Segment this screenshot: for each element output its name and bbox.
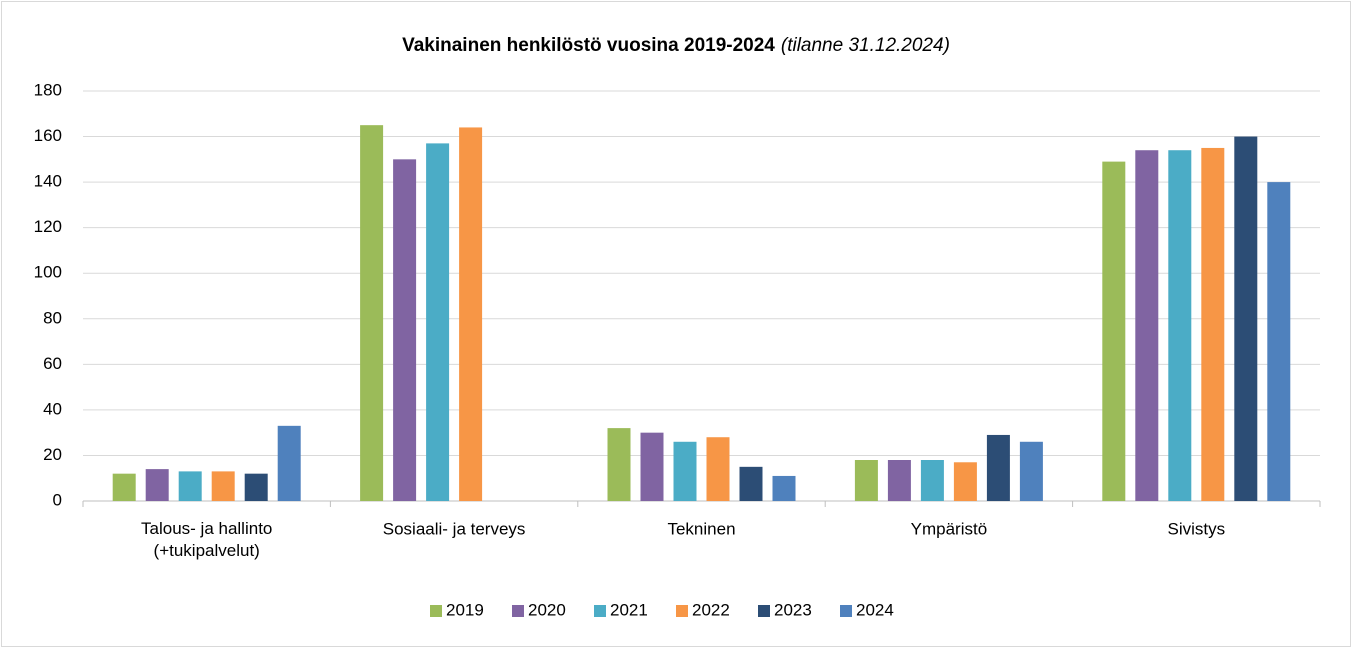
bar — [986, 434, 1010, 501]
bar — [393, 159, 417, 502]
legend-label: 2021 — [610, 600, 648, 619]
legend-swatch — [840, 605, 852, 617]
bar — [1267, 182, 1291, 501]
x-tick-label: Sosiaali- ja terveys — [383, 519, 526, 538]
bar — [739, 466, 763, 501]
bar — [178, 471, 202, 501]
y-tick-label: 180 — [34, 80, 62, 99]
legend-swatch — [594, 605, 606, 617]
y-tick-label: 80 — [43, 308, 62, 327]
bar — [772, 475, 796, 501]
y-tick-label: 40 — [43, 399, 62, 418]
bar — [887, 460, 911, 501]
bar — [1019, 441, 1043, 501]
bar — [607, 428, 631, 501]
bar — [145, 469, 169, 501]
x-tick-label: Ympäristö — [911, 519, 988, 538]
bar — [211, 471, 235, 501]
bar — [920, 460, 944, 501]
legend-swatch — [430, 605, 442, 617]
bar — [854, 460, 878, 501]
bar — [1168, 150, 1192, 501]
bar — [1201, 147, 1225, 501]
bar — [426, 143, 450, 501]
legend-swatch — [512, 605, 524, 617]
subtitle: (tilanne 31.12.2024) — [781, 35, 950, 56]
legend-swatch — [758, 605, 770, 617]
bar — [244, 473, 268, 501]
legend-label: 2023 — [774, 600, 812, 619]
y-tick-label: 120 — [34, 217, 62, 236]
x-tick-label: Tekninen — [667, 519, 735, 538]
bar — [1102, 161, 1126, 501]
chart-title: Vakinainen henkilöstö vuosina 2019-2024 (… — [402, 35, 950, 56]
y-tick-label: 60 — [43, 354, 62, 373]
bar — [459, 127, 483, 501]
bar — [1135, 150, 1159, 501]
bar — [673, 441, 697, 501]
bar — [360, 125, 384, 502]
bar — [277, 425, 301, 501]
bar — [953, 462, 977, 501]
x-tick-label: Sivistys — [1167, 519, 1225, 538]
legend-label: 2020 — [528, 600, 566, 619]
y-tick-label: 20 — [43, 445, 62, 464]
x-tick-label: Talous- ja hallinto (+tukipalvelut) — [141, 519, 272, 560]
legend-swatch — [676, 605, 688, 617]
bar — [706, 437, 730, 501]
bar — [1234, 136, 1258, 502]
y-tick-label: 0 — [53, 490, 62, 509]
y-tick-label: 100 — [34, 263, 62, 282]
legend-label: 2024 — [856, 600, 894, 619]
y-tick-label: 160 — [34, 126, 62, 145]
bar — [640, 432, 664, 501]
title: Vakinainen henkilöstö vuosina 2019-2024 — [402, 35, 775, 56]
legend-label: 2019 — [446, 600, 484, 619]
y-tick-label: 140 — [34, 172, 62, 191]
legend-label: 2022 — [692, 600, 730, 619]
bar — [112, 473, 136, 501]
